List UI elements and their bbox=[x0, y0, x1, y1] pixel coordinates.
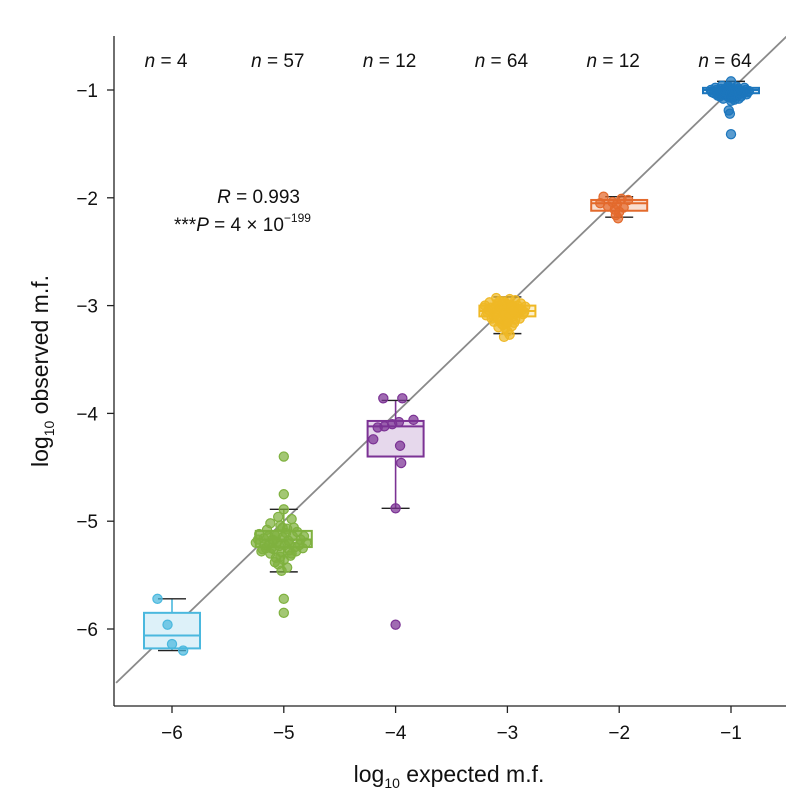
data-point bbox=[278, 451, 289, 462]
data-point bbox=[408, 414, 419, 426]
y-tick-label: −4 bbox=[76, 404, 98, 425]
data-point bbox=[162, 619, 173, 630]
data-point bbox=[372, 422, 383, 433]
data-point bbox=[507, 305, 519, 317]
data-point bbox=[278, 489, 289, 500]
sample-size-label: n = 12 bbox=[363, 51, 416, 72]
data-point bbox=[278, 607, 289, 619]
data-point bbox=[277, 522, 288, 533]
data-point bbox=[397, 393, 408, 404]
x-tick-label: −1 bbox=[720, 723, 742, 744]
y-axis-title: log10 observed m.f. bbox=[27, 275, 57, 467]
data-point bbox=[268, 535, 279, 546]
data-point bbox=[286, 548, 297, 559]
data-point bbox=[725, 88, 737, 99]
data-point bbox=[394, 440, 406, 451]
sample-size-label: n = 4 bbox=[145, 51, 188, 72]
data-point bbox=[273, 511, 284, 523]
data-point bbox=[390, 503, 401, 514]
data-point bbox=[491, 312, 502, 323]
data-point bbox=[284, 538, 295, 550]
data-point bbox=[390, 619, 401, 630]
x-axis-title: log10 expected m.f. bbox=[354, 761, 545, 791]
sample-size-label: n = 64 bbox=[475, 51, 529, 72]
y-tick-label: −6 bbox=[76, 620, 98, 641]
box-group bbox=[590, 191, 649, 224]
data-point bbox=[177, 645, 189, 656]
data-point bbox=[252, 534, 264, 545]
y-tick-label: −1 bbox=[76, 81, 98, 102]
data-point bbox=[478, 302, 490, 313]
box-group bbox=[366, 393, 425, 630]
data-point bbox=[622, 194, 634, 206]
x-tick-label: −3 bbox=[497, 723, 519, 744]
data-point bbox=[276, 565, 287, 576]
reference-line-y-equals-x bbox=[115, 36, 786, 684]
y-tick-label: −3 bbox=[76, 297, 98, 318]
data-point bbox=[502, 317, 513, 329]
correlation-r-label: R = 0.993 bbox=[217, 187, 300, 208]
sample-size-label: n = 64 bbox=[698, 51, 752, 72]
sample-size-label: n = 12 bbox=[587, 51, 640, 72]
x-tick-label: −6 bbox=[161, 723, 183, 744]
data-point bbox=[725, 128, 737, 140]
data-point bbox=[393, 416, 405, 428]
data-point bbox=[152, 593, 163, 605]
box-group bbox=[143, 593, 201, 656]
y-tick-label: −2 bbox=[76, 189, 98, 210]
y-tick-label: −5 bbox=[76, 512, 98, 533]
x-tick-label: −2 bbox=[608, 723, 630, 744]
x-tick-label: −4 bbox=[385, 723, 407, 744]
data-point bbox=[378, 393, 389, 404]
data-point bbox=[298, 531, 310, 542]
data-point bbox=[724, 108, 736, 119]
x-tick-label: −5 bbox=[273, 723, 295, 744]
data-point bbox=[498, 331, 510, 343]
data-point bbox=[278, 504, 289, 515]
data-point bbox=[286, 513, 297, 525]
data-point bbox=[269, 556, 281, 568]
data-point bbox=[494, 296, 505, 307]
box-group bbox=[250, 451, 313, 619]
data-point bbox=[278, 593, 289, 605]
data-point bbox=[612, 213, 624, 224]
data-point bbox=[288, 522, 300, 533]
data-point bbox=[395, 457, 407, 469]
box-group bbox=[702, 76, 760, 140]
data-point bbox=[166, 638, 178, 650]
data-point bbox=[257, 544, 268, 555]
p-value-label: ***P = 4 × 10−199 bbox=[174, 211, 311, 236]
box-group bbox=[478, 292, 537, 343]
data-point bbox=[368, 434, 379, 445]
sample-size-label: n = 57 bbox=[251, 51, 304, 72]
